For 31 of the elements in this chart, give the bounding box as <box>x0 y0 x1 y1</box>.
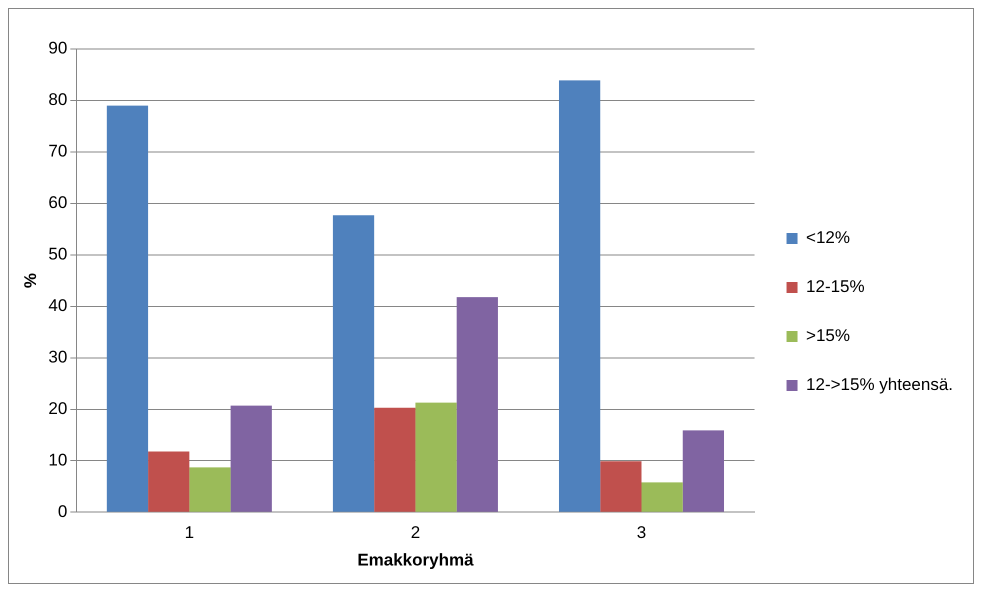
x-tick-label: 1 <box>184 523 194 542</box>
bar <box>374 408 416 512</box>
bar <box>332 215 374 512</box>
legend-label: 12-15% <box>806 277 865 296</box>
bar <box>148 451 190 512</box>
x-tick-label: 3 <box>636 523 646 542</box>
bar <box>641 482 683 512</box>
bar <box>558 80 600 512</box>
bar <box>600 461 642 512</box>
bar <box>415 402 457 512</box>
y-tick-label: 50 <box>48 244 68 264</box>
y-tick-label: 40 <box>48 296 68 316</box>
y-tick-label: 90 <box>48 38 68 58</box>
y-axis-title: % <box>20 273 40 288</box>
bar <box>189 467 231 512</box>
y-tick-label: 20 <box>48 398 68 418</box>
bar <box>230 406 272 512</box>
y-tick-label: 70 <box>48 142 68 161</box>
x-axis-title: Emakkoryhmä <box>357 550 474 570</box>
y-tick-label: 10 <box>48 450 68 470</box>
bar <box>682 430 724 512</box>
y-tick-label: 0 <box>58 502 68 521</box>
y-tick-label: 60 <box>48 193 68 212</box>
x-tick-label: 2 <box>410 523 420 542</box>
legend-label: >15% <box>806 326 850 346</box>
legend-label: 12->15% yhteensä. <box>806 375 954 394</box>
y-tick-label: 30 <box>48 347 68 366</box>
y-tick-label: 80 <box>48 90 68 110</box>
legend-label: <12% <box>806 228 850 248</box>
bar <box>106 106 148 512</box>
bar <box>456 297 498 512</box>
